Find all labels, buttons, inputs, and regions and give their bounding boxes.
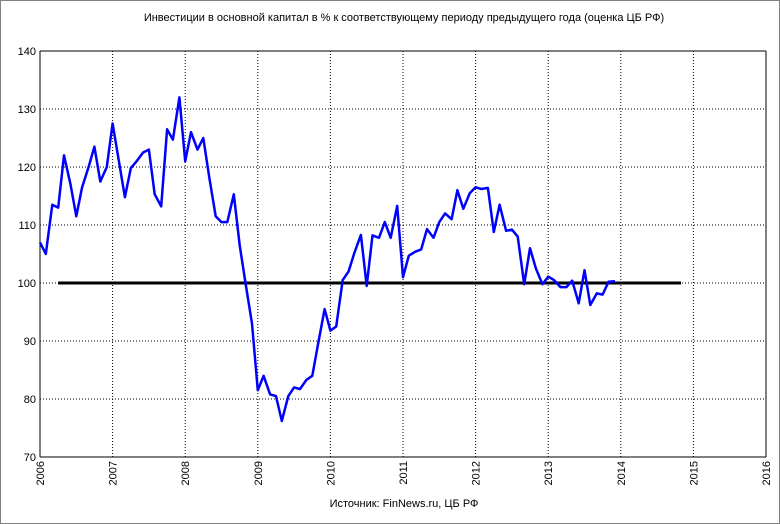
x-tick-label: 2008 [180,461,192,485]
source-note: Источник: FinNews.ru, ЦБ РФ [330,498,479,510]
x-tick-label: 2006 [35,461,47,485]
y-tick-label: 120 [18,162,36,174]
y-tick-label: 70 [24,452,36,464]
y-tick-label: 80 [24,394,36,406]
x-tick-label: 2012 [471,461,483,485]
series-layer [38,96,616,423]
x-tick-label: 2015 [688,461,700,485]
y-tick-label: 110 [18,220,36,232]
x-tick-labels: 2006 2007 2008 2009 2010 2011 2012 2013 2014 2015… [35,461,773,485]
y-tick-label: 140 [18,46,36,58]
x-tick-label: 2010 [325,461,337,485]
y-tick-labels: 70 80 90 100 110 120 130 140 [18,46,36,464]
x-tick-label: 2013 [543,461,555,485]
investment-series-line [38,96,616,423]
chart-title: Инвестиции в основной капитал в % к соот… [144,12,664,24]
x-tick-label: 2016 [761,461,773,485]
x-tick-label: 2007 [108,461,120,485]
x-tick-label: 2014 [616,461,628,485]
x-tick-label: 2009 [253,461,265,485]
x-tick-label: 2011 [398,461,410,485]
y-tick-label: 130 [18,104,36,116]
y-tick-label: 100 [18,278,36,290]
y-tick-label: 90 [24,336,36,348]
